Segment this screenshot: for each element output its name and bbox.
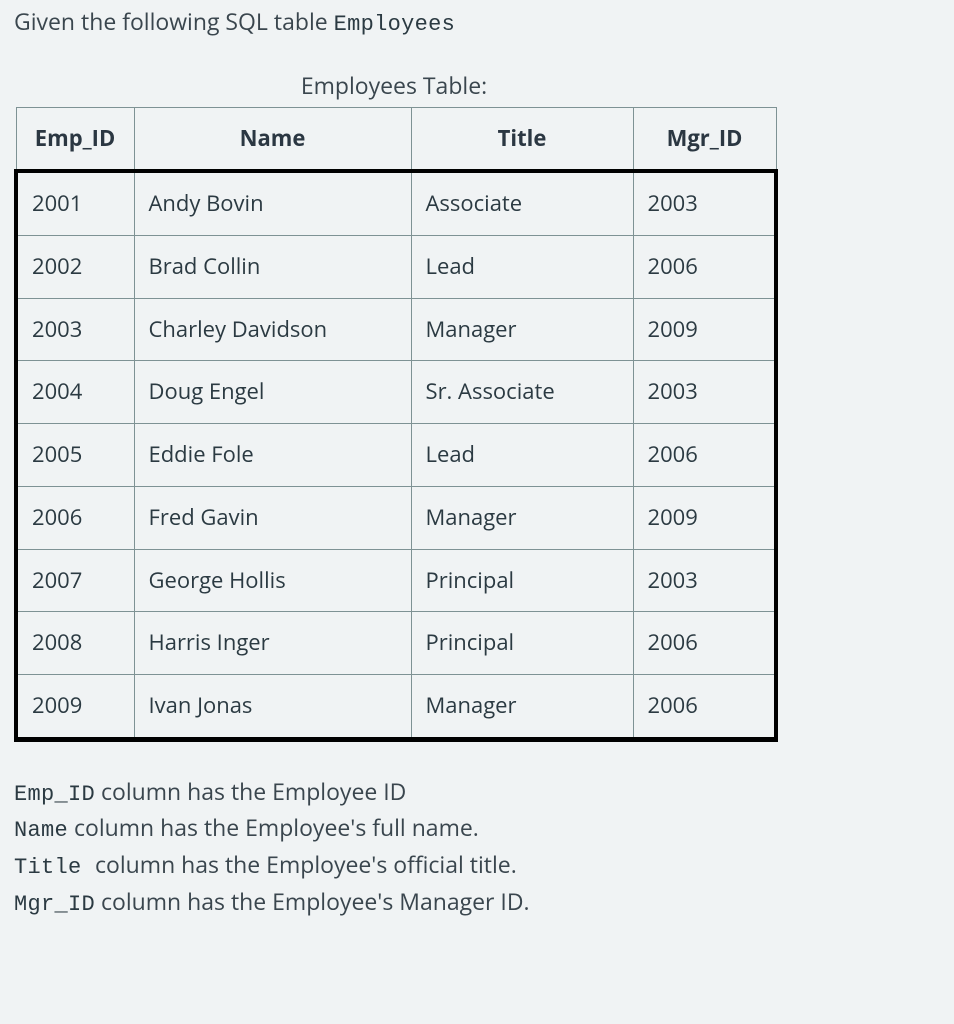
table-row: 2007George HollisPrincipal2003 (16, 549, 776, 612)
legend-text: column has the Employee's Manager ID. (95, 885, 530, 917)
legend-code: Mgr_ID (14, 892, 95, 917)
legend-code: Emp_ID (14, 782, 95, 807)
table-row: 2004Doug EngelSr. Associate2003 (16, 361, 776, 424)
table-row: 2005Eddie FoleLead2006 (16, 424, 776, 487)
table-cell: 2006 (633, 424, 776, 487)
table-header-row: Emp_ID Name Title Mgr_ID (16, 107, 776, 171)
table-cell: Manager (411, 674, 633, 739)
table-cell: 2009 (633, 298, 776, 361)
table-cell: 2006 (633, 674, 776, 739)
table-cell: Manager (411, 486, 633, 549)
table-cell: 2003 (633, 549, 776, 612)
table-row: 2008Harris IngerPrincipal2006 (16, 612, 776, 675)
table-cell: Charley Davidson (134, 298, 411, 361)
table-cell: Principal (411, 612, 633, 675)
col-header-title: Title (411, 107, 633, 171)
table-cell: 2003 (633, 171, 776, 235)
table-cell: 2003 (633, 361, 776, 424)
table-cell: 2001 (16, 171, 134, 235)
table-cell: Fred Gavin (134, 486, 411, 549)
table-cell: 2007 (16, 549, 134, 612)
table-cell: 2008 (16, 612, 134, 675)
table-cell: George Hollis (134, 549, 411, 612)
table-cell: Andy Bovin (134, 171, 411, 235)
legend-line: Title column has the Employee's official… (14, 849, 940, 883)
legend-text: column has the Employee ID (95, 775, 406, 807)
table-cell: Harris Inger (134, 612, 411, 675)
legend-code: Title (14, 855, 95, 880)
table-cell: 2005 (16, 424, 134, 487)
col-header-emp-id: Emp_ID (16, 107, 134, 171)
table-cell: 2006 (633, 612, 776, 675)
table-cell: Doug Engel (134, 361, 411, 424)
legend-text: column has the Employee's full name. (68, 811, 479, 843)
table-cell: Brad Collin (134, 236, 411, 299)
table-cell: 2006 (633, 236, 776, 299)
table-cell: Sr. Associate (411, 361, 633, 424)
table-cell: 2009 (16, 674, 134, 739)
table-cell: 2003 (16, 298, 134, 361)
table-row: 2003Charley DavidsonManager2009 (16, 298, 776, 361)
legend-code: Name (14, 818, 68, 843)
table-cell: 2009 (633, 486, 776, 549)
intro-text: Given the following SQL table Employees (14, 6, 940, 40)
legend-line: Name column has the Employee's full name… (14, 812, 940, 846)
column-legend: Emp_ID column has the Employee IDName co… (14, 776, 940, 920)
table-caption: Employees Table: (14, 70, 774, 101)
legend-text: column has the Employee's official title… (95, 848, 517, 880)
table-cell: Lead (411, 236, 633, 299)
employees-table-container: Employees Table: Emp_ID Name Title Mgr_I… (14, 70, 940, 742)
table-cell: Ivan Jonas (134, 674, 411, 739)
col-header-name: Name (134, 107, 411, 171)
table-cell: 2006 (16, 486, 134, 549)
table-row: 2009Ivan JonasManager2006 (16, 674, 776, 739)
table-head: Emp_ID Name Title Mgr_ID (16, 107, 776, 171)
employees-table: Emp_ID Name Title Mgr_ID 2001Andy BovinA… (14, 107, 778, 742)
table-body: 2001Andy BovinAssociate20032002Brad Coll… (16, 171, 776, 739)
table-row: 2001Andy BovinAssociate2003 (16, 171, 776, 235)
table-cell: Eddie Fole (134, 424, 411, 487)
col-header-mgr-id: Mgr_ID (633, 107, 776, 171)
legend-line: Emp_ID column has the Employee ID (14, 776, 940, 810)
intro-prefix: Given the following SQL table (14, 5, 334, 37)
table-cell: 2002 (16, 236, 134, 299)
table-cell: Manager (411, 298, 633, 361)
table-cell: Associate (411, 171, 633, 235)
legend-line: Mgr_ID column has the Employee's Manager… (14, 886, 940, 920)
table-cell: Principal (411, 549, 633, 612)
intro-code-tablename: Employees (334, 12, 456, 37)
table-cell: Lead (411, 424, 633, 487)
table-cell: 2004 (16, 361, 134, 424)
table-row: 2002Brad CollinLead2006 (16, 236, 776, 299)
table-row: 2006Fred GavinManager2009 (16, 486, 776, 549)
